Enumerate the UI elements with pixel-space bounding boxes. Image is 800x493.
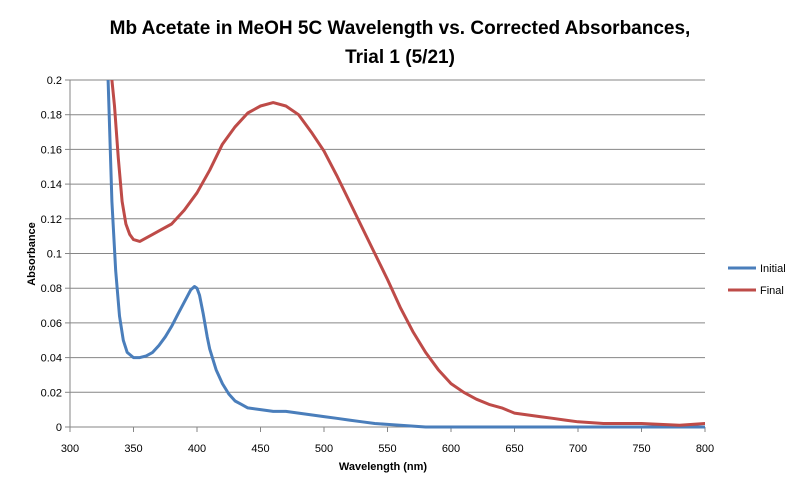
x-tick-label: 700 bbox=[569, 443, 587, 455]
x-tick-label: 800 bbox=[696, 443, 714, 455]
y-tick-label: 0.02 bbox=[41, 387, 62, 399]
axes bbox=[65, 79, 706, 432]
x-tick-label: 400 bbox=[188, 443, 206, 455]
legend-label-initial: Initial bbox=[760, 263, 786, 275]
y-tick-label: 0.16 bbox=[41, 144, 62, 156]
x-axis-label: Wavelength (nm) bbox=[339, 461, 428, 473]
y-tick-label: 0.18 bbox=[41, 110, 62, 122]
x-tick-label: 600 bbox=[442, 443, 460, 455]
x-tick-label: 300 bbox=[61, 443, 79, 455]
y-tick-label: 0.1 bbox=[47, 249, 62, 261]
x-tick-label: 500 bbox=[315, 443, 333, 455]
legend-label-final: Final bbox=[760, 285, 784, 297]
y-axis-label: Absorbance bbox=[26, 222, 38, 286]
series-lines bbox=[106, 80, 705, 429]
x-tick-label: 450 bbox=[251, 443, 269, 455]
x-tick-label: 750 bbox=[632, 443, 650, 455]
y-tick-label: 0.2 bbox=[47, 75, 62, 87]
y-tick-label: 0.06 bbox=[41, 318, 62, 330]
y-tick-label: 0.04 bbox=[41, 353, 62, 365]
chart-title-line1: Mb Acetate in MeOH 5C Wavelength vs. Cor… bbox=[110, 18, 691, 39]
legend: Initial Final bbox=[728, 263, 786, 297]
gridlines bbox=[70, 79, 705, 393]
x-tick-label: 650 bbox=[505, 443, 523, 455]
chart-title-line2: Trial 1 (5/21) bbox=[345, 47, 455, 68]
title: Mb Acetate in MeOH 5C Wavelength vs. Cor… bbox=[110, 18, 691, 68]
series-line-initial bbox=[106, 80, 705, 429]
x-tick-label: 550 bbox=[378, 443, 396, 455]
y-tick-label: 0.14 bbox=[41, 179, 62, 191]
y-tick-label: 0 bbox=[56, 422, 62, 434]
x-tick-label: 350 bbox=[124, 443, 142, 455]
series-line-final bbox=[110, 80, 705, 427]
y-tick-label: 0.08 bbox=[41, 283, 62, 295]
tick-labels: 0 0.02 0.04 0.06 0.08 0.1 0.12 0.14 0.16 0.18 0.2 3… bbox=[41, 75, 715, 455]
y-tick-label: 0.12 bbox=[41, 214, 62, 226]
